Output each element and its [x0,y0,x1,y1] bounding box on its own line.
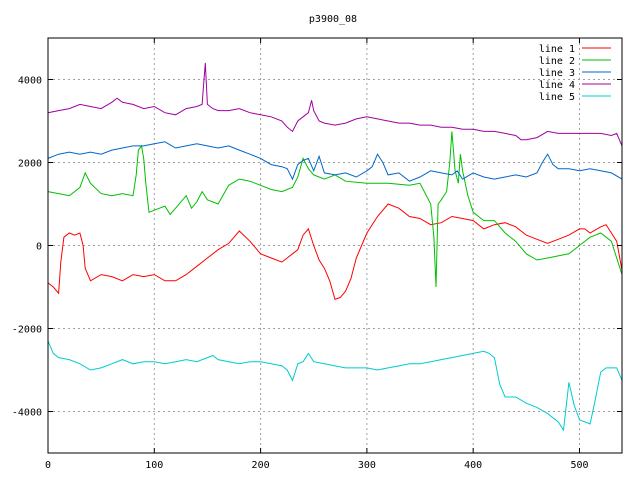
x-tick-label-3: 300 [358,460,376,471]
chart-title: p3900_08 [309,14,357,25]
y-tick-label-1: 2000 [18,159,42,170]
legend-label-2: line 2 [539,56,575,67]
x-tick-label-0: 0 [45,460,51,471]
x-tick-label-2: 200 [252,460,270,471]
legend-label-5: line 5 [539,92,575,103]
x-tick-label-1: 100 [145,460,163,471]
series-line-2 [47,131,623,288]
series-layer [47,62,623,432]
legend-label-4: line 4 [539,80,575,91]
series-line-1 [47,203,623,301]
y-tick-label-3: -2000 [12,325,42,336]
axis-ticks: 0 100 200 300 400 500 4000 2000 0 -2000 -4000 [12,38,622,471]
y-tick-label-2: 0 [36,242,42,253]
legend-label-1: line 1 [539,44,575,55]
series-line-5 [47,340,623,432]
y-tick-label-0: 4000 [18,76,42,87]
series-line-4 [47,62,623,147]
legend-label-3: line 3 [539,68,575,79]
grid [48,38,622,453]
series-line-3 [47,141,623,182]
y-tick-label-4: -4000 [12,408,42,419]
x-tick-label-4: 400 [464,460,482,471]
x-tick-label-5: 500 [570,460,588,471]
